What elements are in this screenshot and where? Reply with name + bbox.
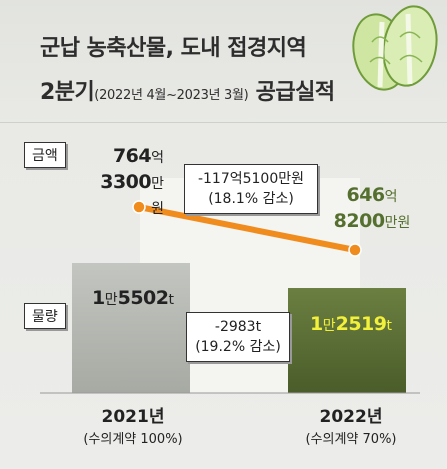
volume-2022-main: 2519 [335,313,387,335]
amount-label-2022: 646억 8200만원 [322,183,422,235]
title-line1: 군납 농축산물, 도내 접경지역 [40,36,307,61]
volume-2022-suffix: t [386,318,393,334]
volume-2021-prefix: 1 [91,287,105,309]
volume-bar-2022년 [288,288,406,393]
amount-2021-a-unit: 억 [151,150,164,166]
volume-change-pct: (19.2% 감소) [195,339,281,355]
title-result: 공급실적 [255,80,335,105]
volume-bar-2021년 [72,263,190,393]
category-2022-note: (수의계약 70%) [305,432,397,447]
category-2022: 2022년 [319,407,383,427]
amount-2022-b-unit: 만원 [384,215,411,231]
volume-2021-main: 5502 [117,287,169,309]
amount-change-box: -117억5100만원 (18.1% 감소) [184,164,318,214]
volume-2022-prefix-unit: 만 [322,318,336,334]
title-line2: 2분기(2022년 4월~2023년 3월) 공급실적 [40,74,370,106]
amount-change-value: -117억5100만원 [197,171,305,187]
amount-point-2022년 [348,243,362,257]
volume-2022-prefix: 1 [309,313,323,335]
amount-2021-a: 764 [112,145,152,167]
amount-2021-b: 3300 [100,171,152,193]
amount-change-pct: (18.1% 감소) [208,191,294,207]
volume-change-box: -2983t (19.2% 감소) [186,312,290,362]
amount-point-2021년 [132,200,146,214]
amount-2022-b: 8200 [333,210,385,232]
category-2021-note: (수의계약 100%) [83,432,183,447]
amount-label-2021: 764억 3300만원 [90,144,164,221]
title-divider [0,122,447,123]
volume-label-2022: 1만2519t [296,313,406,335]
volume-2021-suffix: t [168,292,175,308]
amount-2022-a: 646 [346,184,385,206]
title-quarter: 2분기 [40,80,95,105]
category-2021: 2021년 [101,407,165,427]
legend-volume: 물량 [24,303,66,329]
volume-2021-prefix-unit: 만 [104,292,118,308]
legend-amount: 금액 [24,142,66,168]
cabbage-illustration [352,5,438,91]
volume-change-value: -2983t [214,319,262,335]
amount-2021-b-unit: 만원 [151,176,164,217]
amount-line [136,204,358,253]
title-period: (2022년 4월~2023년 3월) [94,88,249,103]
volume-label-2021: 1만5502t [78,287,188,309]
amount-2022-a-unit: 억 [384,189,398,205]
